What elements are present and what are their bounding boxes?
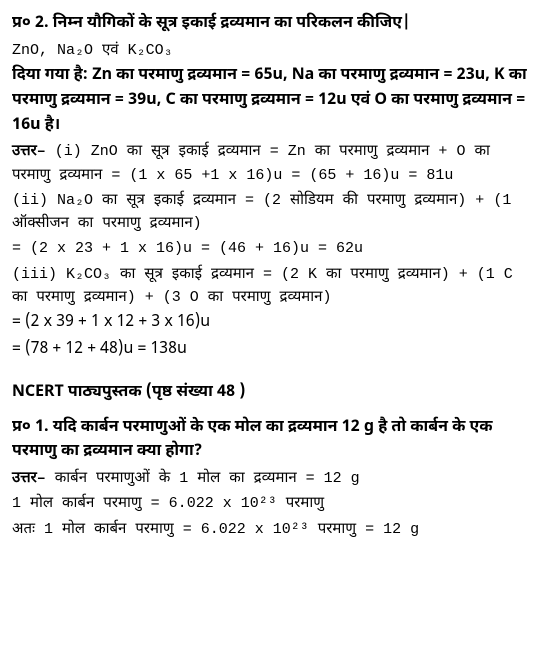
q2-given-label: दिया गया है: — [12, 65, 88, 86]
q2-given-rest: Zn का परमाणु द्रव्यमान = 65u, Na का परमा… — [12, 65, 527, 136]
q2-given: दिया गया है: Zn का परमाणु द्रव्यमान = 65… — [12, 64, 528, 138]
q2-answer-i: उत्तर– (i) ZnO का सूत्र इकाई द्रव्यमान =… — [12, 140, 528, 187]
q2-iii-c: = (78 + 12 + 48)u = 138u — [12, 338, 528, 363]
q2-i-a: (i) ZnO का सूत्र इकाई द्रव्यमान = Zn का … — [12, 143, 490, 183]
q1-line3: अतः 1 मोल कार्बन परमाणु = 6.022 x 10²³ प… — [12, 518, 528, 541]
q1-title: प्र० 1. यदि कार्बन परमाणुओं के एक मोल का… — [12, 416, 528, 466]
q2-title: प्र० 2. निम्न यौगिकों के सूत्र इकाई द्रव… — [12, 12, 528, 37]
q1-line1-text: कार्बन परमाणुओं के 1 मोल का द्रव्यमान = … — [55, 470, 360, 487]
q2-answer-label: उत्तर– — [12, 143, 55, 160]
q2-iii-b: = (2 x 39 + 1 x 12 + 3 x 16)u — [12, 311, 528, 336]
q1-answer-label: उत्तर– — [12, 470, 55, 487]
q2-iii-a: (iii) K₂CO₃ का सूत्र इकाई द्रव्यमान = (2… — [12, 263, 528, 310]
q2-ii-b: = (2 x 23 + 1 x 16)u = (46 + 16)u = 62u — [12, 237, 528, 260]
section-head: NCERT पाठ्यपुस्तक (पृष्ठ संख्या 48 ) — [12, 381, 528, 406]
q1-line1: उत्तर– कार्बन परमाणुओं के 1 मोल का द्रव्… — [12, 467, 528, 490]
q2-ii-a: (ii) Na₂O का सूत्र इकाई द्रव्यमान = (2 स… — [12, 189, 528, 236]
q1-line2: 1 मोल कार्बन परमाणु = 6.022 x 10²³ परमाण… — [12, 492, 528, 515]
q2-compounds: ZnO, Na₂O एवं K₂CO₃ — [12, 39, 528, 62]
